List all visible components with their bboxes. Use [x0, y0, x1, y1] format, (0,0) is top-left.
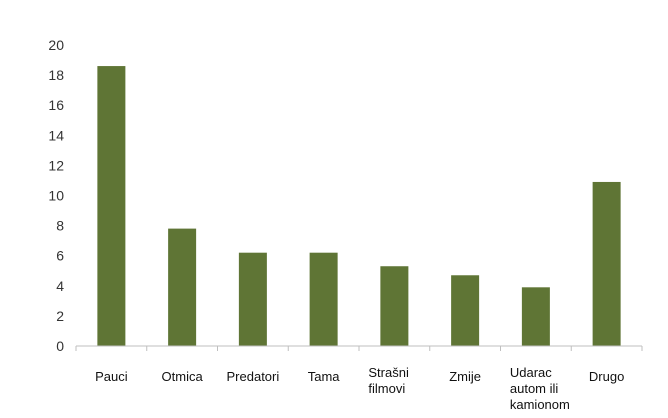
y-tick-label: 20: [48, 37, 64, 53]
y-tick-label: 2: [56, 308, 64, 324]
category-label-line: Otmica: [162, 369, 204, 384]
bar: [380, 266, 409, 346]
category-label-line: Tama: [308, 369, 341, 384]
category-label: Predatori: [227, 369, 280, 384]
category-label-line: Zmije: [449, 369, 481, 384]
bars: [97, 66, 621, 346]
bar: [592, 181, 621, 346]
category-label: Otmica: [162, 369, 204, 384]
y-tick-label: 18: [48, 67, 64, 83]
x-axis-labels: Pauci Otmica Predatori Tama Strašni filmovi Zm…: [95, 365, 624, 412]
category-label-line: Pauci: [95, 369, 128, 384]
category-label: Zmije: [449, 369, 481, 384]
y-tick-label: 16: [48, 97, 64, 113]
y-tick-label: 14: [48, 127, 64, 143]
y-tick-label: 4: [56, 278, 64, 294]
category-label: Tama: [308, 369, 341, 384]
bar: [238, 252, 267, 346]
category-label: Pauci: [95, 369, 128, 384]
category-label-line: kamionom: [510, 397, 570, 412]
y-axis-ticks: 0 2 4 6 8 10 12 14 16 18 20: [48, 37, 64, 354]
category-label: Udarac autom ili kamionom: [510, 365, 570, 412]
category-label: Strašni filmovi: [368, 365, 409, 396]
y-tick-label: 10: [48, 188, 64, 204]
category-label-line: Strašni: [368, 365, 409, 380]
category-label: Drugo: [589, 369, 624, 384]
bar: [451, 275, 480, 346]
y-tick-label: 6: [56, 248, 64, 264]
bar: [309, 252, 338, 346]
category-label-line: Drugo: [589, 369, 624, 384]
y-tick-label: 8: [56, 218, 64, 234]
category-label-line: Udarac: [510, 365, 552, 380]
bar: [97, 66, 126, 346]
y-tick-label: 0: [56, 338, 64, 354]
bar: [521, 287, 550, 346]
y-tick-label: 12: [48, 157, 64, 173]
category-label-line: Predatori: [227, 369, 280, 384]
bar: [168, 228, 197, 346]
category-label-line: filmovi: [368, 381, 405, 396]
category-label-line: autom ili: [510, 381, 559, 396]
x-axis-tick-marks: [75, 346, 643, 351]
